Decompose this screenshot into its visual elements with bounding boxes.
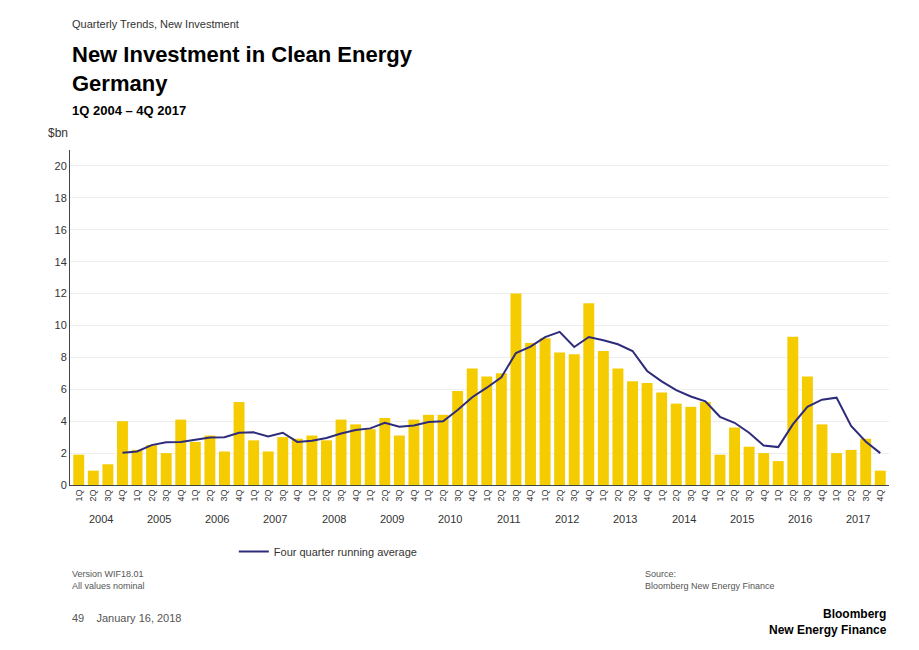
svg-text:2Q: 2Q xyxy=(671,490,681,502)
svg-text:4Q: 4Q xyxy=(700,490,710,502)
svg-text:2012: 2012 xyxy=(555,513,579,525)
svg-text:3Q: 3Q xyxy=(278,490,288,502)
svg-text:2Q: 2Q xyxy=(321,490,331,502)
svg-text:3Q: 3Q xyxy=(686,490,696,502)
svg-text:8: 8 xyxy=(61,351,67,363)
svg-text:2Q: 2Q xyxy=(88,490,98,502)
svg-text:BloombergNew Energy Finance: BloombergNew Energy Finance xyxy=(769,607,887,637)
svg-text:2Q: 2Q xyxy=(263,490,273,502)
svg-text:3Q: 3Q xyxy=(744,490,754,502)
svg-text:3Q: 3Q xyxy=(627,490,637,502)
svg-text:Source:Bloomberg New Energy Fi: Source:Bloomberg New Energy Finance xyxy=(645,569,775,591)
svg-text:2016: 2016 xyxy=(788,513,812,525)
svg-text:Version WIF18.01All values nom: Version WIF18.01All values nominal xyxy=(72,569,145,591)
svg-text:2Q: 2Q xyxy=(846,490,856,502)
svg-text:2007: 2007 xyxy=(263,513,287,525)
svg-text:2015: 2015 xyxy=(730,513,754,525)
svg-text:1Q: 1Q xyxy=(190,490,200,502)
svg-text:2006: 2006 xyxy=(205,513,229,525)
svg-text:2Q: 2Q xyxy=(380,490,390,502)
svg-text:4Q: 4Q xyxy=(525,490,535,502)
svg-text:1Q: 1Q xyxy=(540,490,550,502)
svg-text:4Q: 4Q xyxy=(292,490,302,502)
svg-text:3Q: 3Q xyxy=(453,490,463,502)
svg-text:18: 18 xyxy=(55,192,67,204)
svg-text:3Q: 3Q xyxy=(394,490,404,502)
svg-text:1Q: 1Q xyxy=(423,490,433,502)
svg-text:4Q: 4Q xyxy=(875,490,885,502)
svg-text:3Q: 3Q xyxy=(511,490,521,502)
svg-text:2Q: 2Q xyxy=(147,490,157,502)
svg-text:3Q: 3Q xyxy=(336,490,346,502)
svg-text:2011: 2011 xyxy=(497,513,521,525)
svg-text:4Q: 4Q xyxy=(642,490,652,502)
svg-text:2004: 2004 xyxy=(89,513,113,525)
svg-text:1Q: 1Q xyxy=(249,490,259,502)
svg-text:$bn: $bn xyxy=(48,126,68,140)
svg-text:1Q: 1Q xyxy=(132,490,142,502)
svg-text:New Investment in Clean Energy: New Investment in Clean EnergyGermany xyxy=(72,42,413,96)
svg-text:4Q: 4Q xyxy=(234,490,244,502)
svg-text:1Q: 1Q xyxy=(74,490,84,502)
svg-text:16: 16 xyxy=(55,224,67,236)
svg-text:4Q: 4Q xyxy=(467,490,477,502)
svg-text:2Q: 2Q xyxy=(729,490,739,502)
svg-text:3Q: 3Q xyxy=(802,490,812,502)
svg-text:1Q: 1Q xyxy=(598,490,608,502)
svg-text:2Q: 2Q xyxy=(613,490,623,502)
svg-text:20: 20 xyxy=(55,160,67,172)
svg-text:1Q: 1Q xyxy=(831,490,841,502)
svg-text:2Q: 2Q xyxy=(205,490,215,502)
svg-text:4Q: 4Q xyxy=(584,490,594,502)
svg-text:2Q: 2Q xyxy=(438,490,448,502)
svg-text:4Q: 4Q xyxy=(759,490,769,502)
svg-text:Quarterly Trends, New Investme: Quarterly Trends, New Investment xyxy=(72,18,239,30)
svg-text:1Q 2004 – 4Q 2017: 1Q 2004 – 4Q 2017 xyxy=(72,103,186,118)
svg-text:1Q: 1Q xyxy=(482,490,492,502)
svg-text:2008: 2008 xyxy=(322,513,346,525)
svg-text:3Q: 3Q xyxy=(861,490,871,502)
svg-text:1Q: 1Q xyxy=(715,490,725,502)
svg-text:2013: 2013 xyxy=(613,513,637,525)
svg-text:4Q: 4Q xyxy=(817,490,827,502)
svg-text:4Q: 4Q xyxy=(176,490,186,502)
svg-text:6: 6 xyxy=(61,383,67,395)
svg-text:2014: 2014 xyxy=(672,513,696,525)
svg-text:1Q: 1Q xyxy=(365,490,375,502)
svg-text:12: 12 xyxy=(55,287,67,299)
svg-text:14: 14 xyxy=(55,256,67,268)
svg-text:4Q: 4Q xyxy=(117,490,127,502)
svg-text:0: 0 xyxy=(61,479,67,491)
svg-text:1Q: 1Q xyxy=(657,490,667,502)
svg-text:1Q: 1Q xyxy=(773,490,783,502)
svg-text:2Q: 2Q xyxy=(496,490,506,502)
svg-text:2Q: 2Q xyxy=(788,490,798,502)
svg-text:Four quarter running average: Four quarter running average xyxy=(274,546,417,558)
svg-text:2017: 2017 xyxy=(846,513,870,525)
svg-text:3Q: 3Q xyxy=(161,490,171,502)
svg-text:1Q: 1Q xyxy=(307,490,317,502)
svg-text:4Q: 4Q xyxy=(351,490,361,502)
svg-text:3Q: 3Q xyxy=(103,490,113,502)
svg-text:49 January 16, 2018: 49 January 16, 2018 xyxy=(72,612,181,624)
svg-text:2010: 2010 xyxy=(438,513,462,525)
svg-text:2: 2 xyxy=(61,447,67,459)
svg-text:3Q: 3Q xyxy=(569,490,579,502)
svg-text:2005: 2005 xyxy=(147,513,171,525)
svg-text:2009: 2009 xyxy=(380,513,404,525)
svg-text:4: 4 xyxy=(61,415,67,427)
svg-text:3Q: 3Q xyxy=(219,490,229,502)
svg-text:10: 10 xyxy=(55,319,67,331)
svg-text:2Q: 2Q xyxy=(555,490,565,502)
svg-text:4Q: 4Q xyxy=(409,490,419,502)
